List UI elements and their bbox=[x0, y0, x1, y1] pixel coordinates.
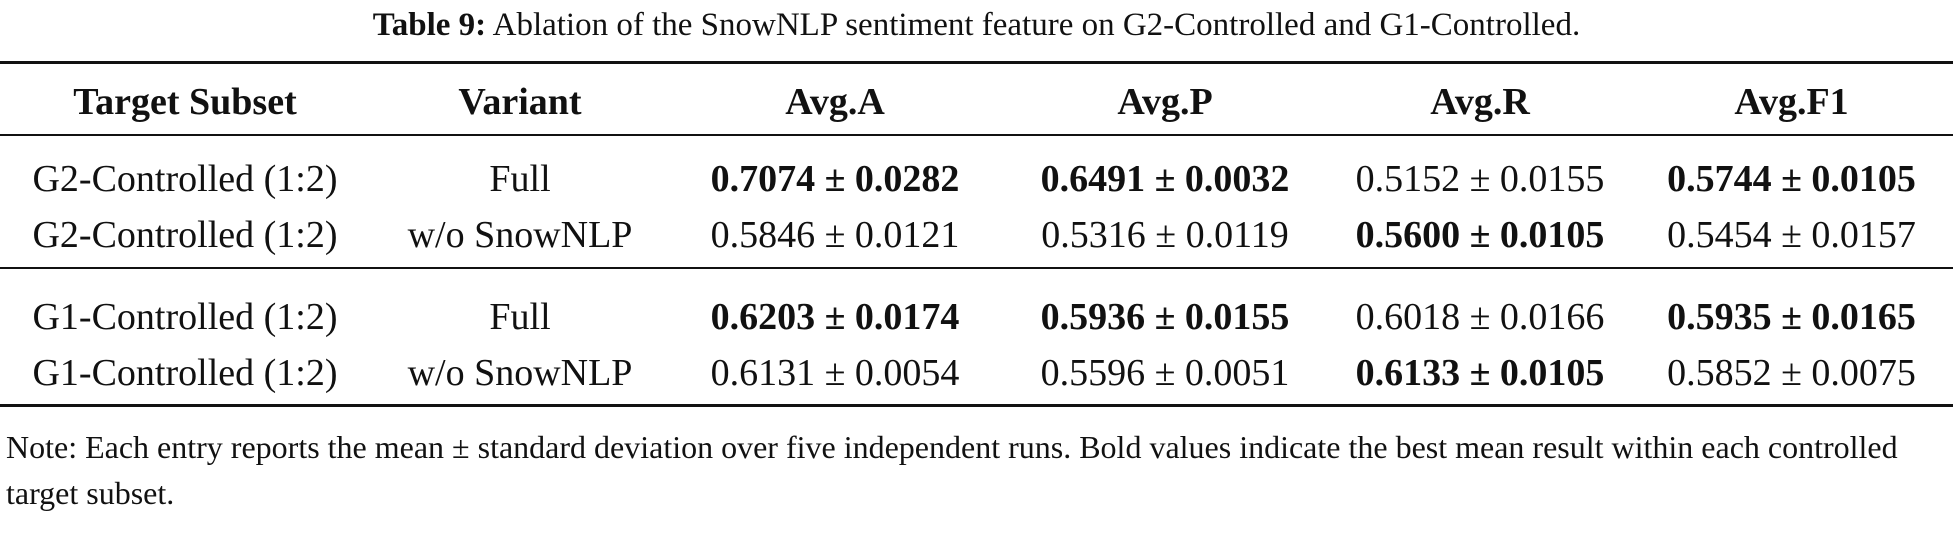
cell-target-subset: G1-Controlled (1:2) bbox=[32, 352, 338, 394]
cell-avg-a: 0.5846 ± 0.0121 bbox=[710, 214, 960, 256]
table-row: G1-Controlled (1:2) w/o SnowNLP 0.6131 ±… bbox=[0, 345, 1953, 401]
header-avg-f1: Avg.F1 bbox=[1734, 81, 1849, 123]
header-target-subset: Target Subset bbox=[73, 81, 297, 123]
table-bottom-rule bbox=[0, 404, 1953, 407]
table-row: G1-Controlled (1:2) Full 0.6203 ± 0.0174… bbox=[0, 289, 1953, 345]
header-avg-r: Avg.R bbox=[1430, 81, 1530, 123]
cell-avg-r: 0.6018 ± 0.0166 bbox=[1355, 296, 1605, 338]
table-header-rule bbox=[0, 134, 1953, 136]
cell-avg-a: 0.6131 ± 0.0054 bbox=[710, 352, 960, 394]
cell-avg-a: 0.7074 ± 0.0282 bbox=[710, 158, 960, 200]
cell-avg-f1: 0.5454 ± 0.0157 bbox=[1667, 214, 1916, 256]
header-avg-a: Avg.A bbox=[785, 81, 885, 123]
cell-avg-f1: 0.5935 ± 0.0165 bbox=[1667, 296, 1916, 338]
table-caption: Table 9: Ablation of the SnowNLP sentime… bbox=[0, 6, 1953, 44]
cell-avg-r: 0.5600 ± 0.0105 bbox=[1355, 214, 1605, 256]
table-top-rule bbox=[0, 61, 1953, 64]
cell-avg-a: 0.6203 ± 0.0174 bbox=[710, 296, 960, 338]
caption-label: Table 9: bbox=[372, 7, 487, 43]
table-row: G2-Controlled (1:2) Full 0.7074 ± 0.0282… bbox=[0, 151, 1953, 207]
cell-avg-p: 0.5596 ± 0.0051 bbox=[1040, 352, 1290, 394]
table-note: Note: Each entry reports the mean ± stan… bbox=[6, 429, 1898, 511]
cell-target-subset: G2-Controlled (1:2) bbox=[32, 214, 338, 256]
cell-variant: Full bbox=[489, 296, 551, 338]
cell-variant: w/o SnowNLP bbox=[407, 352, 633, 394]
table-header-row: Target Subset Variant Avg.A Avg.P Avg.R … bbox=[0, 74, 1953, 130]
cell-avg-p: 0.5316 ± 0.0119 bbox=[1041, 214, 1289, 256]
table-row: G2-Controlled (1:2) w/o SnowNLP 0.5846 ±… bbox=[0, 207, 1953, 263]
cell-avg-r: 0.5152 ± 0.0155 bbox=[1355, 158, 1605, 200]
cell-avg-r: 0.6133 ± 0.0105 bbox=[1355, 352, 1605, 394]
cell-target-subset: G1-Controlled (1:2) bbox=[32, 296, 338, 338]
header-variant: Variant bbox=[458, 81, 582, 123]
table-group-rule bbox=[0, 267, 1953, 269]
cell-avg-p: 0.5936 ± 0.0155 bbox=[1040, 296, 1290, 338]
cell-avg-f1: 0.5852 ± 0.0075 bbox=[1667, 352, 1916, 394]
caption-text: Ablation of the SnowNLP sentiment featur… bbox=[492, 7, 1581, 43]
header-avg-p: Avg.P bbox=[1117, 81, 1213, 123]
cell-variant: w/o SnowNLP bbox=[407, 214, 633, 256]
cell-avg-p: 0.6491 ± 0.0032 bbox=[1040, 158, 1290, 200]
cell-avg-f1: 0.5744 ± 0.0105 bbox=[1667, 158, 1916, 200]
cell-target-subset: G2-Controlled (1:2) bbox=[32, 158, 338, 200]
cell-variant: Full bbox=[489, 158, 551, 200]
